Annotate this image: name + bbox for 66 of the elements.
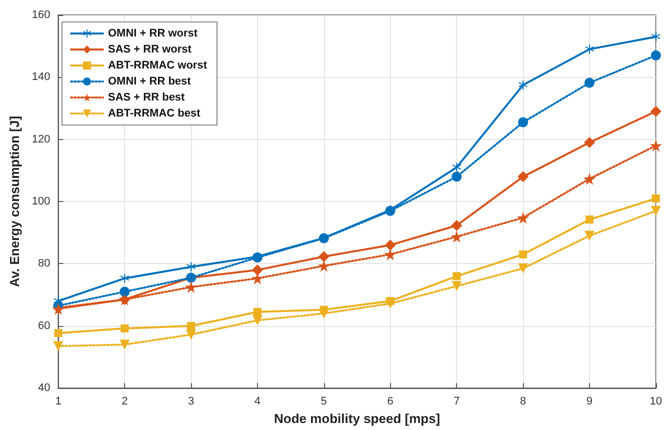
point xyxy=(120,324,129,332)
point xyxy=(53,341,64,352)
point xyxy=(54,329,62,338)
point xyxy=(451,220,462,231)
y-tick-label: 40 xyxy=(38,382,50,394)
point xyxy=(518,80,528,90)
x-tick-label: 8 xyxy=(520,396,526,408)
x-tick-label: 6 xyxy=(387,396,394,408)
point xyxy=(584,44,594,54)
point xyxy=(385,298,396,309)
point xyxy=(650,140,662,152)
legend-label: ABT-RRMAC best xyxy=(108,108,201,120)
point xyxy=(652,194,660,202)
point xyxy=(120,274,130,283)
y-tick-label: 160 xyxy=(32,9,50,21)
y-tick-label: 80 xyxy=(38,258,50,270)
legend-label: SAS + RR worst xyxy=(108,44,192,56)
point xyxy=(651,32,660,42)
point xyxy=(584,136,595,148)
point xyxy=(518,117,528,128)
x-tick-label: 9 xyxy=(586,396,593,408)
point xyxy=(452,162,462,172)
point xyxy=(584,78,594,88)
x-tick-label: 10 xyxy=(650,396,662,408)
y-tick-label: 120 xyxy=(32,133,50,146)
x-tick-label: 5 xyxy=(320,396,327,408)
y-tick-label: 60 xyxy=(38,320,50,332)
y-tick-label: 140 xyxy=(32,71,50,84)
x-tick-label: 2 xyxy=(122,396,128,408)
point xyxy=(452,281,462,292)
legend-label: SAS + RR best xyxy=(108,92,186,104)
point xyxy=(584,230,594,241)
point xyxy=(583,172,596,185)
point xyxy=(518,263,528,274)
point xyxy=(650,206,661,216)
point xyxy=(650,106,662,117)
point xyxy=(120,286,130,297)
x-tick-label: 4 xyxy=(254,396,261,408)
point xyxy=(384,240,396,251)
point xyxy=(318,308,329,318)
x-axis-title: Node mobility speed [mps] xyxy=(274,411,440,426)
point xyxy=(450,230,463,243)
point xyxy=(252,264,263,276)
point xyxy=(252,315,262,326)
point xyxy=(519,250,528,258)
point xyxy=(120,340,130,350)
x-tick-label: 1 xyxy=(55,396,62,408)
legend-label: OMNI + RR best xyxy=(108,76,192,88)
point xyxy=(318,251,330,262)
y-tick-label: 100 xyxy=(32,196,50,208)
point xyxy=(650,50,661,60)
point xyxy=(253,308,262,316)
point xyxy=(452,272,461,280)
y-axis-title: Av. Energy consumption [J] xyxy=(7,116,22,288)
point xyxy=(186,262,196,272)
x-tick-label: 3 xyxy=(188,396,194,408)
point xyxy=(452,172,462,182)
point xyxy=(185,281,198,294)
point xyxy=(517,212,530,224)
point xyxy=(585,216,594,224)
point xyxy=(187,322,196,330)
legend-label: ABT-RRMAC worst xyxy=(108,60,208,72)
point xyxy=(186,330,196,340)
legend-label: OMNI + RR worst xyxy=(108,28,198,40)
point xyxy=(518,171,529,182)
x-tick-label: 7 xyxy=(454,396,460,408)
